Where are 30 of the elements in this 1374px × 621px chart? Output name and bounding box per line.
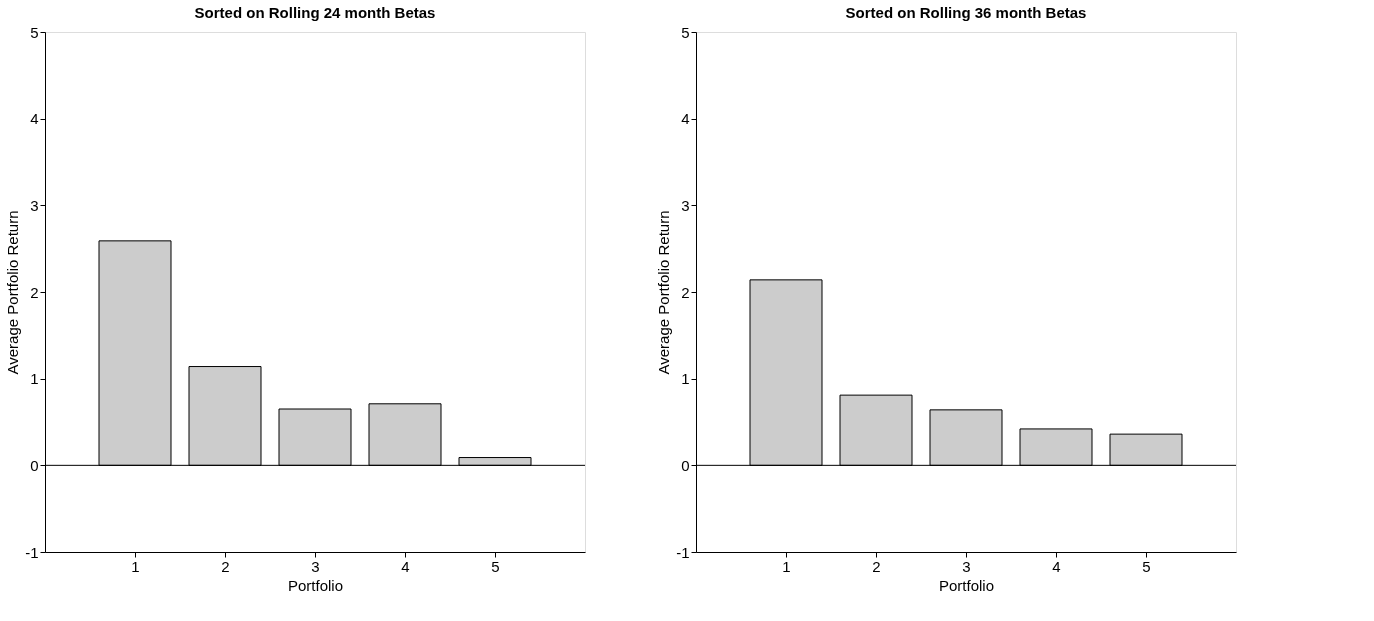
x-axis-title: Portfolio: [287, 576, 344, 594]
y-tick-label: 2: [30, 283, 39, 301]
y-tick-label: 1: [681, 370, 690, 388]
y-tick-label: 0: [30, 456, 39, 474]
chart-title: Sorted on Rolling 24 month Betas: [194, 4, 436, 21]
x-axis-title: Portfolio: [938, 576, 995, 594]
y-tick-label: 5: [30, 23, 39, 41]
y-tick-label: 3: [681, 196, 690, 214]
y-tick-label: 3: [30, 196, 39, 214]
y-tick-label: 5: [681, 23, 690, 41]
y-axis-title: Average Portfolio Return: [4, 210, 22, 375]
x-tick-label: 2: [221, 557, 230, 575]
x-tick-label: 5: [491, 557, 500, 575]
x-tick-label: 4: [401, 557, 410, 575]
x-tick-label: 5: [1142, 557, 1151, 575]
x-tick-label: 3: [962, 557, 971, 575]
y-tick-label: 2: [681, 283, 690, 301]
y-tick-label: 0: [681, 456, 690, 474]
y-tick-label: 4: [30, 110, 39, 128]
y-tick-label: 1: [30, 370, 39, 388]
y-tick-label: 4: [681, 110, 690, 128]
x-tick-label: 4: [1052, 557, 1061, 575]
chart-title: Sorted on Rolling 36 month Betas: [845, 4, 1087, 21]
x-tick-label: 2: [872, 557, 881, 575]
x-tick-label: 1: [131, 557, 140, 575]
y-tick-label: -1: [676, 543, 690, 561]
y-axis-title: Average Portfolio Return: [655, 210, 673, 375]
x-tick-label: 1: [782, 557, 791, 575]
x-tick-label: 3: [311, 557, 320, 575]
y-tick-label: -1: [25, 543, 39, 561]
